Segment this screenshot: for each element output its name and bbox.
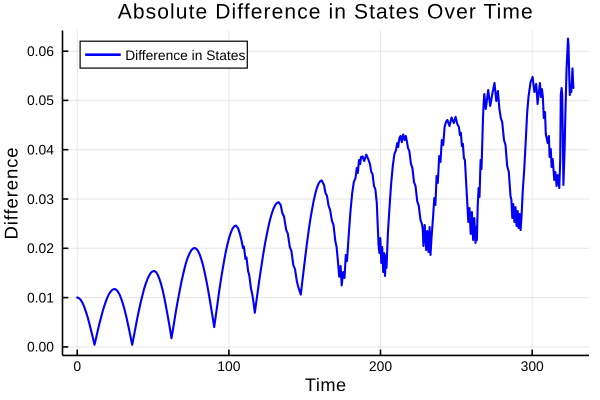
svg-text:0.06: 0.06 bbox=[27, 43, 54, 59]
svg-text:100: 100 bbox=[217, 358, 240, 374]
svg-text:Difference: Difference bbox=[1, 147, 22, 240]
svg-text:0.00: 0.00 bbox=[27, 339, 54, 355]
svg-text:Time: Time bbox=[305, 375, 347, 395]
svg-text:0.01: 0.01 bbox=[27, 289, 54, 305]
svg-text:Absolute Difference in States: Absolute Difference in States Over Time bbox=[118, 1, 534, 24]
svg-text:0.02: 0.02 bbox=[27, 240, 54, 256]
svg-text:0.03: 0.03 bbox=[27, 191, 54, 207]
svg-text:0.04: 0.04 bbox=[27, 142, 54, 158]
svg-text:200: 200 bbox=[369, 358, 392, 374]
svg-text:300: 300 bbox=[521, 358, 544, 374]
svg-text:0.05: 0.05 bbox=[27, 92, 54, 108]
svg-text:Difference in States: Difference in States bbox=[125, 48, 245, 63]
svg-text:0: 0 bbox=[73, 358, 81, 374]
